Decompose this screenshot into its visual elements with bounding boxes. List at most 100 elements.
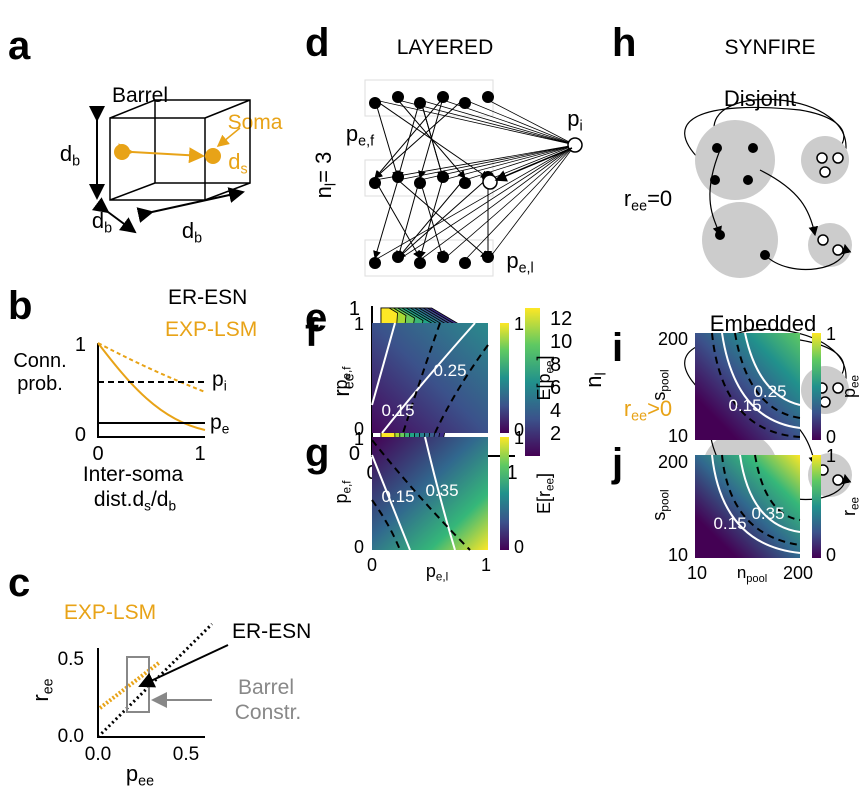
ree-label: ree=0 bbox=[624, 186, 672, 215]
text-part: EXP-LSM bbox=[165, 318, 257, 341]
text-part: p bbox=[212, 368, 224, 391]
neuron bbox=[369, 257, 381, 269]
neuron bbox=[437, 251, 449, 263]
neuron bbox=[369, 177, 381, 189]
text-part: 10 bbox=[550, 331, 572, 353]
text-part: 0 bbox=[367, 555, 377, 575]
neuron bbox=[414, 257, 426, 269]
dim-label: ds bbox=[228, 149, 247, 178]
text-part: 0 bbox=[826, 545, 836, 565]
subscript: i bbox=[580, 118, 583, 134]
text-part: i bbox=[612, 326, 623, 370]
text-part: 1 bbox=[75, 334, 86, 356]
text-part: b bbox=[8, 284, 32, 328]
x-tick-label: 200 bbox=[783, 563, 813, 583]
subscript: e bbox=[222, 421, 230, 436]
x-label: Inter-soma bbox=[83, 463, 184, 486]
panel-label: h bbox=[612, 21, 636, 65]
dim-label: db bbox=[182, 218, 202, 247]
text-part: 1 bbox=[354, 314, 364, 334]
subscript: pool bbox=[658, 369, 671, 391]
text-part: 0 bbox=[354, 537, 364, 557]
text-part: 1 bbox=[826, 324, 836, 344]
x-label: pee bbox=[126, 761, 154, 790]
text-part: 10 bbox=[668, 545, 688, 565]
text-part: 1 bbox=[514, 314, 524, 334]
pef-label: pe,f bbox=[346, 121, 374, 150]
text-part: 12 bbox=[550, 308, 572, 330]
y-tick-label: 1 bbox=[75, 334, 86, 356]
neuron bbox=[820, 397, 830, 407]
text-part: d bbox=[157, 488, 169, 511]
y-tick-label: 1 bbox=[354, 314, 364, 334]
edge bbox=[420, 100, 575, 145]
text-part: 0.35 bbox=[425, 481, 458, 500]
x-tick-label: 1 bbox=[481, 555, 491, 575]
text-part: n bbox=[311, 186, 336, 198]
subscript: ee bbox=[848, 375, 861, 388]
text-part: d bbox=[92, 208, 104, 233]
cb-tick-label: 4 bbox=[550, 400, 561, 422]
text-part: 0.5 bbox=[173, 744, 199, 765]
cb-tick-label: 10 bbox=[550, 331, 572, 353]
text-part: p bbox=[346, 121, 358, 146]
panel-label: d bbox=[305, 21, 329, 65]
y-label: Conn. bbox=[13, 350, 66, 372]
text-part: EXP-LSM bbox=[64, 601, 156, 624]
subscript: i bbox=[224, 378, 227, 393]
colorbar bbox=[500, 323, 509, 433]
subscript: s bbox=[241, 161, 248, 177]
neuron bbox=[482, 91, 494, 103]
panel-title: LAYERED bbox=[397, 36, 493, 59]
text-part: Constr. bbox=[235, 701, 302, 724]
text-part: =0 bbox=[647, 186, 672, 211]
pel-label: pe,l bbox=[506, 248, 533, 277]
text-part: g bbox=[305, 431, 329, 475]
subscript: ee bbox=[138, 773, 154, 789]
text-part: Soma bbox=[228, 111, 283, 134]
x-label: dist.ds/db bbox=[94, 488, 177, 513]
subscript: b bbox=[168, 498, 176, 513]
contour-label: 0.25 bbox=[433, 361, 466, 380]
text-part: ER-ESN bbox=[232, 620, 311, 643]
text-part: 0.15 bbox=[713, 514, 746, 533]
contour-label: 0.35 bbox=[751, 504, 784, 523]
subscript: e,f bbox=[340, 366, 353, 380]
text-part: 1 bbox=[514, 428, 524, 448]
text-part: p bbox=[426, 561, 436, 581]
subscript: pool bbox=[746, 573, 767, 585]
edge bbox=[465, 100, 575, 145]
neuron bbox=[712, 143, 722, 153]
neuron bbox=[414, 177, 426, 189]
soma-label: Soma bbox=[228, 111, 283, 134]
soma-arrow bbox=[132, 152, 203, 156]
y-tick-label: 0.0 bbox=[58, 726, 84, 747]
text-part: 4 bbox=[550, 400, 561, 422]
subscript: e,l bbox=[519, 260, 534, 276]
neuron bbox=[833, 153, 843, 163]
cb-tick-label: 0 bbox=[826, 545, 836, 565]
neuron bbox=[392, 251, 404, 263]
pi-label: pi bbox=[212, 368, 227, 393]
subscript: b bbox=[194, 230, 202, 246]
soma bbox=[205, 148, 221, 164]
y-tick-label: 1 bbox=[354, 429, 364, 449]
pool bbox=[702, 202, 778, 278]
cb-label: ree bbox=[839, 497, 862, 516]
subscript: ee bbox=[631, 198, 647, 214]
neuron bbox=[482, 251, 494, 263]
exp-line bbox=[100, 662, 160, 708]
text-part: a bbox=[8, 24, 31, 68]
neuron bbox=[437, 171, 449, 183]
text-part: r bbox=[624, 186, 631, 211]
x-tick-label: 0.5 bbox=[173, 744, 199, 765]
text-part: 0.15 bbox=[381, 487, 414, 506]
edge bbox=[375, 180, 398, 258]
cb-tick-label: 0 bbox=[826, 427, 836, 447]
figure: aBarrelSomadbdsdbdbbER-ESNEXP-LSM1001Con… bbox=[0, 0, 863, 800]
x-label: npool bbox=[737, 563, 767, 585]
subscript: pool bbox=[658, 489, 671, 511]
subscript: l bbox=[593, 372, 609, 375]
panel-label: f bbox=[305, 311, 319, 355]
exp-curve-dashed bbox=[98, 343, 205, 392]
